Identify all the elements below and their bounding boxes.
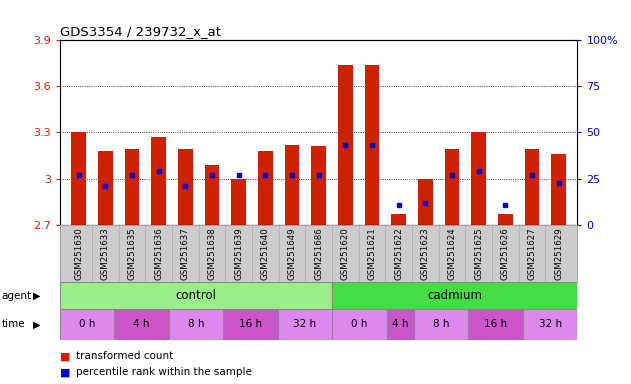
Text: 16 h: 16 h: [239, 319, 262, 329]
Text: GSM251626: GSM251626: [501, 227, 510, 280]
Bar: [498, 214, 512, 225]
Bar: [387, 309, 414, 340]
Text: GSM251623: GSM251623: [421, 227, 430, 280]
Text: ■: ■: [60, 351, 71, 361]
Text: 4 h: 4 h: [392, 319, 409, 329]
Text: ▶: ▶: [33, 319, 40, 329]
Text: GSM251625: GSM251625: [474, 227, 483, 280]
Text: GSM251686: GSM251686: [314, 227, 323, 280]
Bar: [471, 132, 486, 225]
Text: control: control: [175, 289, 216, 302]
Bar: [114, 309, 169, 340]
Bar: [258, 151, 273, 225]
Text: GSM251621: GSM251621: [367, 227, 377, 280]
Text: GSM251624: GSM251624: [447, 227, 456, 280]
Bar: [178, 149, 192, 225]
Bar: [338, 65, 353, 225]
Bar: [60, 309, 114, 340]
Text: time: time: [1, 319, 25, 329]
Text: GSM251622: GSM251622: [394, 227, 403, 280]
Bar: [232, 179, 246, 225]
Bar: [333, 309, 387, 340]
Bar: [414, 309, 468, 340]
Text: GSM251627: GSM251627: [528, 227, 536, 280]
Bar: [125, 149, 139, 225]
Bar: [278, 309, 333, 340]
Bar: [169, 309, 223, 340]
Text: agent: agent: [1, 291, 32, 301]
Text: GSM251620: GSM251620: [341, 227, 350, 280]
Bar: [523, 309, 577, 340]
Bar: [468, 309, 523, 340]
Text: GSM251637: GSM251637: [181, 227, 190, 280]
Bar: [525, 149, 540, 225]
Text: 32 h: 32 h: [539, 319, 562, 329]
Bar: [365, 65, 379, 225]
Bar: [418, 179, 433, 225]
Text: GSM251640: GSM251640: [261, 227, 270, 280]
Bar: [204, 165, 220, 225]
Text: GSM251633: GSM251633: [101, 227, 110, 280]
Text: GSM251636: GSM251636: [154, 227, 163, 280]
Text: ▶: ▶: [33, 291, 40, 301]
Bar: [223, 309, 278, 340]
Bar: [60, 282, 333, 309]
Text: GSM251649: GSM251649: [288, 227, 297, 280]
Bar: [98, 151, 112, 225]
Text: GSM251635: GSM251635: [127, 227, 136, 280]
Text: 32 h: 32 h: [293, 319, 317, 329]
Text: 0 h: 0 h: [79, 319, 95, 329]
Bar: [285, 145, 299, 225]
Bar: [311, 146, 326, 225]
Text: GSM251629: GSM251629: [554, 227, 563, 280]
Text: cadmium: cadmium: [427, 289, 482, 302]
Text: 8 h: 8 h: [188, 319, 204, 329]
Text: GSM251639: GSM251639: [234, 227, 243, 280]
Bar: [333, 282, 577, 309]
Text: 8 h: 8 h: [433, 319, 449, 329]
Bar: [551, 154, 566, 225]
Text: ■: ■: [60, 367, 71, 377]
Bar: [445, 149, 459, 225]
Text: 4 h: 4 h: [133, 319, 150, 329]
Text: percentile rank within the sample: percentile rank within the sample: [76, 367, 252, 377]
Bar: [71, 132, 86, 225]
Bar: [151, 137, 166, 225]
Text: 0 h: 0 h: [351, 319, 368, 329]
Bar: [391, 214, 406, 225]
Text: transformed count: transformed count: [76, 351, 173, 361]
Text: GDS3354 / 239732_x_at: GDS3354 / 239732_x_at: [60, 25, 221, 38]
Text: GSM251638: GSM251638: [208, 227, 216, 280]
Text: GSM251630: GSM251630: [74, 227, 83, 280]
Text: 16 h: 16 h: [484, 319, 507, 329]
